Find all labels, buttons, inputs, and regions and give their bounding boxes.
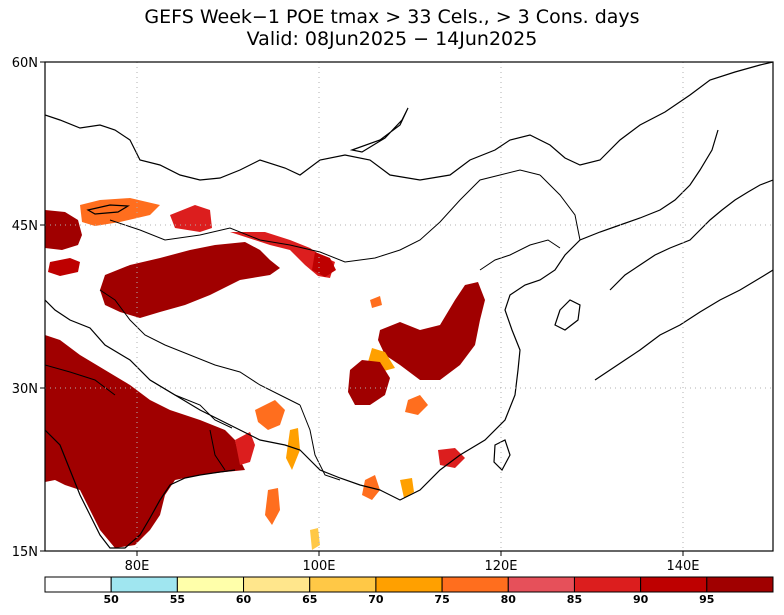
colorbar-swatch — [243, 576, 311, 593]
lon-label: 80E — [125, 559, 150, 574]
colorbar: 50 55 60 65 70 75 80 85 90 95 — [44, 576, 774, 606]
shade-north-china — [378, 282, 485, 380]
colorbar-label: 85 — [567, 593, 582, 606]
colorbar-swatch — [441, 576, 509, 593]
title-line-1: GEFS Week−1 POE tmax > 33 Cels., > 3 Con… — [144, 6, 640, 28]
lat-label: 15N — [12, 545, 38, 560]
colorbar-label: 90 — [633, 593, 649, 606]
longitude-labels: 80E 100E 120E 140E — [125, 559, 700, 574]
colorbar-swatch — [110, 576, 178, 593]
shade-northwest — [45, 210, 82, 250]
title-line-2: Valid: 08Jun2025 − 14Jun2025 — [246, 28, 538, 50]
lon-label: 140E — [666, 559, 699, 574]
lon-label: 100E — [302, 559, 335, 574]
colorbar-label: 65 — [302, 593, 317, 606]
colorbar-label: 95 — [699, 593, 714, 606]
coastlines — [45, 62, 773, 549]
axis-ticks — [40, 61, 684, 556]
colorbar-label: 60 — [236, 593, 252, 606]
colorbar-label: 50 — [104, 593, 120, 606]
shade-tarim — [100, 242, 280, 318]
colorbar-swatch — [309, 576, 377, 593]
colorbar-swatch — [706, 576, 774, 593]
probability-shading — [45, 198, 485, 550]
colorbar-swatch — [176, 576, 245, 593]
shade-sichuan — [348, 360, 390, 405]
shade-india — [45, 335, 245, 548]
colorbar-label: 80 — [501, 593, 517, 606]
colorbar-swatch — [640, 576, 708, 593]
colorbar-label: 55 — [170, 593, 185, 606]
lat-label: 60N — [12, 56, 38, 71]
colorbar-swatch — [375, 576, 443, 593]
lat-label: 45N — [12, 219, 38, 234]
lon-label: 120E — [484, 559, 517, 574]
colorbar-label: 75 — [434, 593, 449, 606]
lat-label: 30N — [12, 382, 38, 397]
colorbar-label: 70 — [368, 593, 384, 606]
map-frame — [44, 61, 774, 552]
map-plot-area — [45, 62, 773, 551]
colorbar-swatch — [44, 576, 112, 593]
colorbar-swatch — [507, 576, 575, 593]
latitude-labels: 60N 45N 30N 15N — [12, 56, 38, 560]
colorbar-swatch — [573, 576, 642, 593]
